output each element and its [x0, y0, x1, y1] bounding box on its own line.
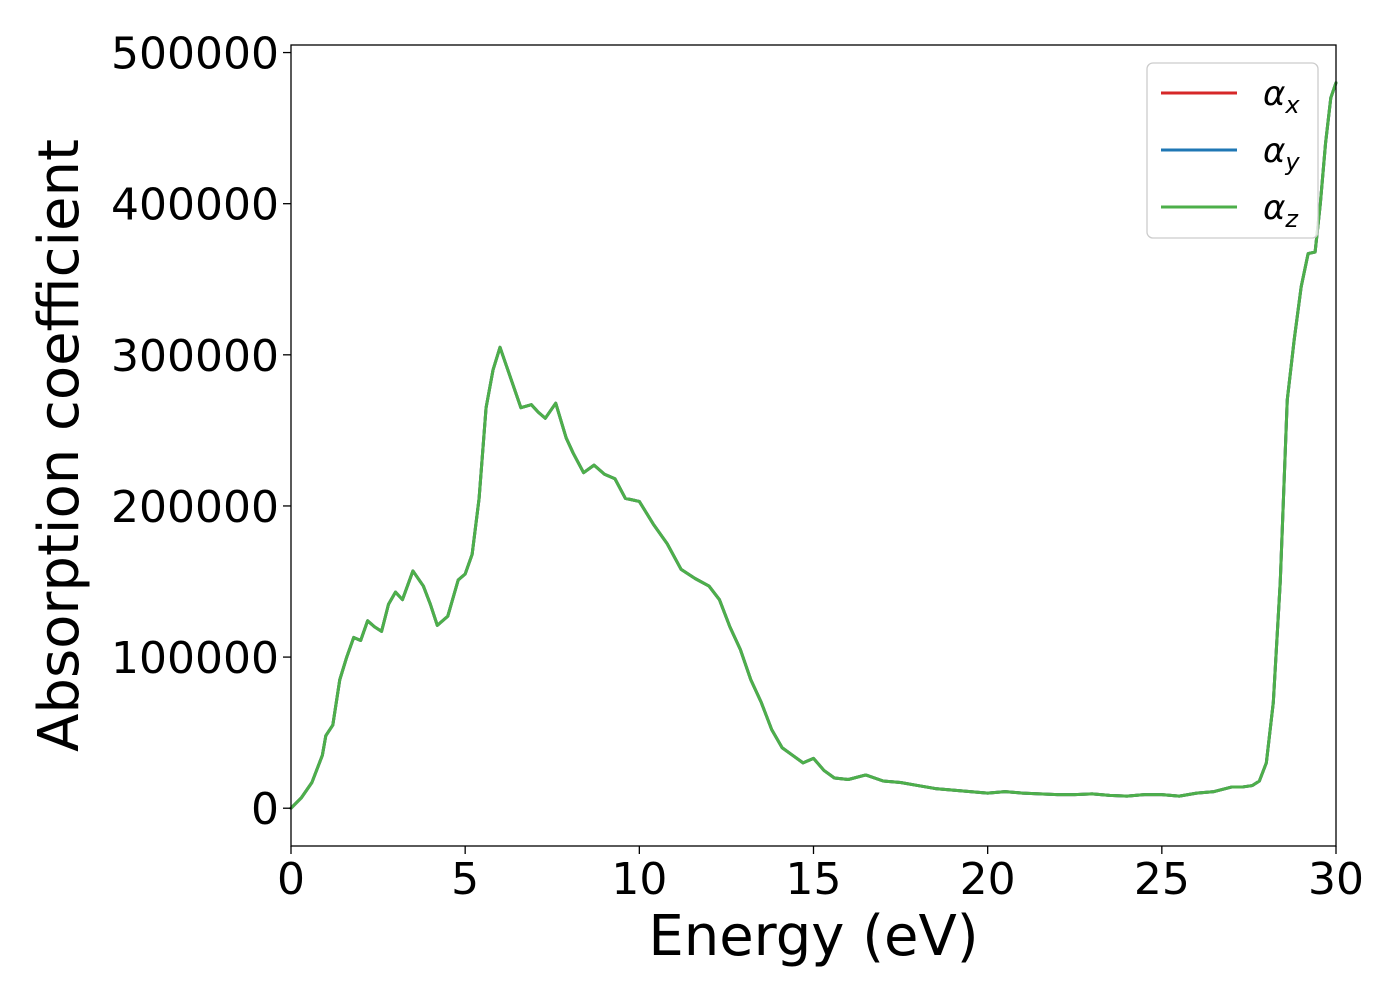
legend-symbol: α — [1263, 131, 1285, 171]
series-line-z — [289, 81, 1338, 810]
y-tick-label: 0 — [251, 784, 279, 835]
legend-subscript: x — [1284, 91, 1300, 119]
legend-subscript: z — [1284, 205, 1299, 233]
y-tick-label: 400000 — [111, 180, 279, 231]
y-tick-label: 500000 — [111, 29, 279, 80]
x-axis-title: Energy (eV) — [648, 904, 978, 969]
x-tick-label: 20 — [960, 854, 1016, 905]
y-tick-label: 200000 — [111, 482, 279, 533]
legend-symbol: α — [1263, 74, 1285, 114]
y-axis-title: Absorption coefficient — [27, 139, 92, 752]
legend-label-z: αz — [1263, 188, 1299, 233]
legend-symbol: α — [1263, 188, 1285, 228]
x-tick-label: 10 — [611, 854, 667, 905]
x-tick-label: 0 — [277, 854, 305, 905]
legend-subscript: y — [1284, 148, 1300, 176]
plot-lines — [289, 81, 1338, 810]
y-tick-label: 300000 — [111, 331, 279, 382]
x-tick-label: 25 — [1134, 854, 1190, 905]
x-tick-label: 30 — [1308, 854, 1364, 905]
y-axis-ticks: 0 100000 200000 300000 400000 500000 — [111, 29, 291, 835]
legend-label-y: αy — [1263, 131, 1300, 176]
x-axis-ticks: 0 5 10 15 20 25 30 — [277, 846, 1364, 905]
legend-label-x: αx — [1263, 74, 1300, 119]
x-tick-label: 15 — [786, 854, 842, 905]
x-tick-label: 5 — [451, 854, 479, 905]
y-tick-label: 100000 — [111, 633, 279, 684]
